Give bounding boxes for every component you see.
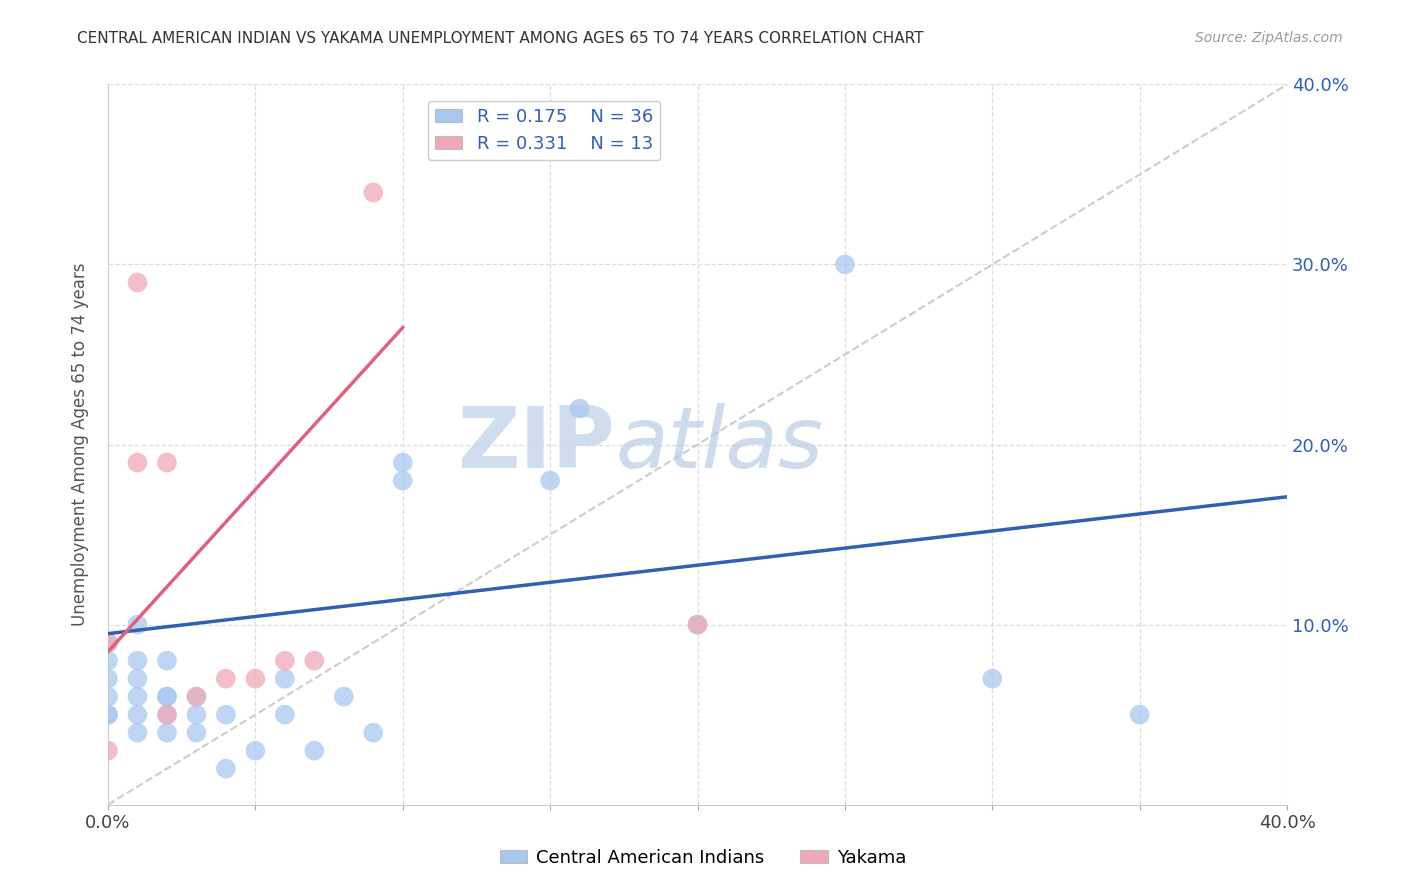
Point xyxy=(186,725,208,739)
Point xyxy=(391,474,413,488)
Point xyxy=(97,654,120,668)
Point xyxy=(97,744,120,758)
Point xyxy=(127,672,149,686)
Point xyxy=(127,690,149,704)
Point xyxy=(156,725,179,739)
Point xyxy=(156,690,179,704)
Point xyxy=(127,707,149,722)
Point xyxy=(156,707,179,722)
Point xyxy=(156,654,179,668)
Point xyxy=(127,617,149,632)
Point xyxy=(186,690,208,704)
Point xyxy=(127,276,149,290)
Point xyxy=(97,690,120,704)
Point xyxy=(361,186,384,200)
Point xyxy=(361,725,384,739)
Point xyxy=(333,690,356,704)
Point xyxy=(568,401,591,416)
Text: ZIP: ZIP xyxy=(457,403,614,486)
Point xyxy=(245,744,267,758)
Point xyxy=(274,672,297,686)
Point xyxy=(304,744,326,758)
Point xyxy=(127,654,149,668)
Point xyxy=(245,672,267,686)
Point xyxy=(127,456,149,470)
Legend: Central American Indians, Yakama: Central American Indians, Yakama xyxy=(492,842,914,874)
Point xyxy=(97,635,120,649)
Point xyxy=(156,707,179,722)
Point xyxy=(186,707,208,722)
Point xyxy=(186,690,208,704)
Point xyxy=(304,654,326,668)
Point xyxy=(215,762,238,776)
Point xyxy=(97,707,120,722)
Legend: R = 0.175    N = 36, R = 0.331    N = 13: R = 0.175 N = 36, R = 0.331 N = 13 xyxy=(429,101,661,161)
Point xyxy=(538,474,561,488)
Point xyxy=(274,654,297,668)
Point xyxy=(274,707,297,722)
Text: Source: ZipAtlas.com: Source: ZipAtlas.com xyxy=(1195,31,1343,45)
Point xyxy=(97,707,120,722)
Point xyxy=(686,617,709,632)
Point xyxy=(215,707,238,722)
Point xyxy=(215,672,238,686)
Point xyxy=(97,635,120,649)
Point xyxy=(127,725,149,739)
Text: atlas: atlas xyxy=(614,403,823,486)
Point xyxy=(686,617,709,632)
Point xyxy=(391,456,413,470)
Point xyxy=(834,258,856,272)
Point xyxy=(156,456,179,470)
Point xyxy=(981,672,1004,686)
Point xyxy=(1129,707,1152,722)
Text: CENTRAL AMERICAN INDIAN VS YAKAMA UNEMPLOYMENT AMONG AGES 65 TO 74 YEARS CORRELA: CENTRAL AMERICAN INDIAN VS YAKAMA UNEMPL… xyxy=(77,31,924,46)
Point xyxy=(97,672,120,686)
Point xyxy=(156,690,179,704)
Y-axis label: Unemployment Among Ages 65 to 74 years: Unemployment Among Ages 65 to 74 years xyxy=(72,263,89,626)
